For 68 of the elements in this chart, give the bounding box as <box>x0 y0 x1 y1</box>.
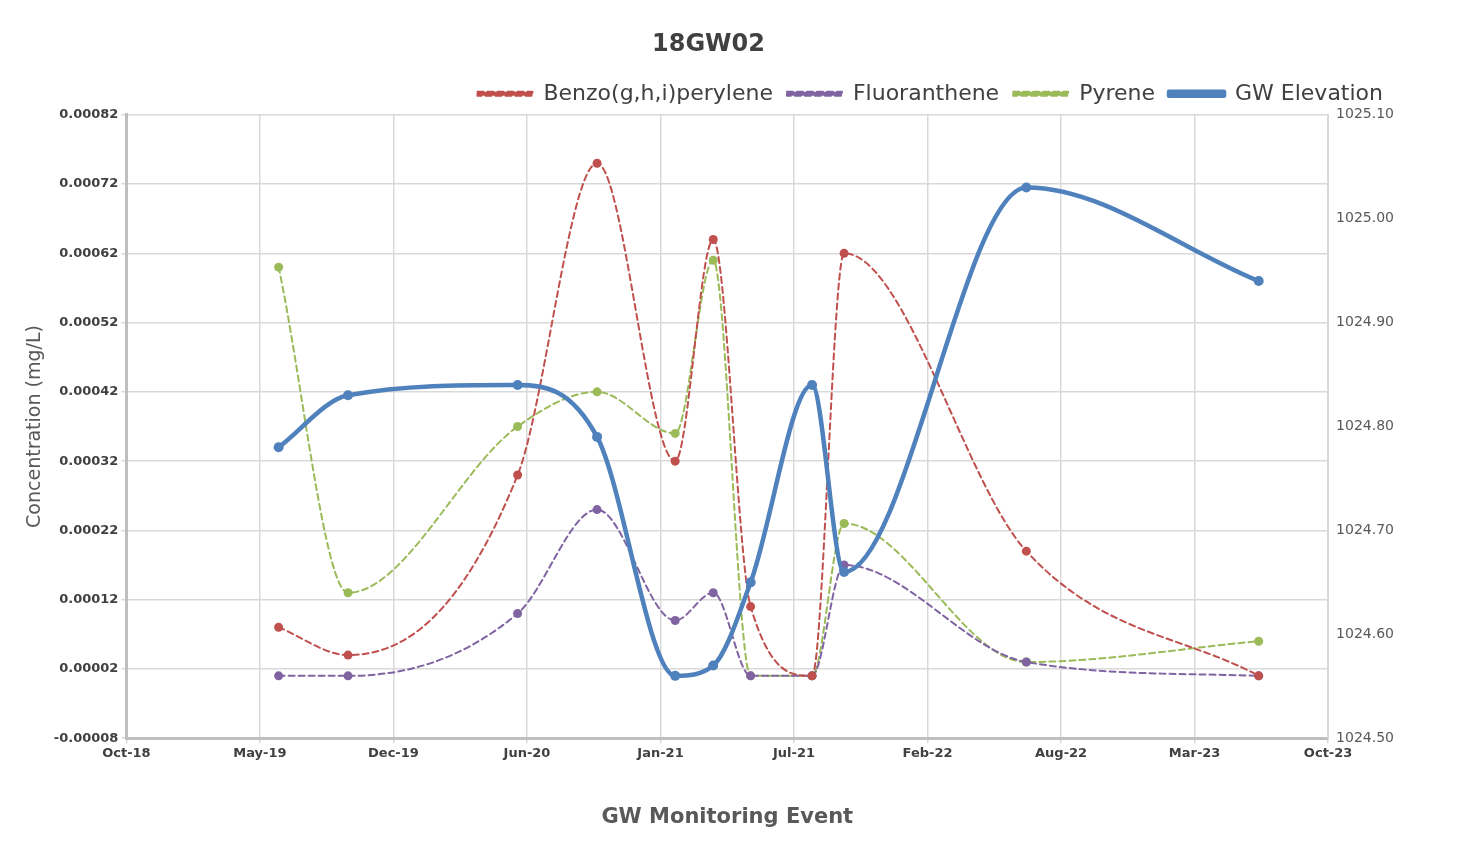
legend-label: Pyrene <box>1079 79 1156 105</box>
x-tick-label: Oct-18 <box>102 745 151 761</box>
x-tick-label: Aug-22 <box>1035 745 1088 761</box>
point <box>1021 546 1031 556</box>
y2-tick-label: 1024.60 <box>1336 624 1395 641</box>
x-tick-label: Oct-23 <box>1303 745 1353 761</box>
x-tick-label: Mar-23 <box>1168 745 1221 761</box>
y-axis-title: Concentration (mg/L) <box>22 325 45 528</box>
x-tick-label: Dec-19 <box>368 745 419 761</box>
point <box>745 577 756 588</box>
x-axis-title: GW Monitoring Event <box>601 803 854 828</box>
point <box>343 671 353 681</box>
point <box>274 262 284 272</box>
point <box>274 671 284 681</box>
y2-tick-label: 1025.00 <box>1336 209 1395 226</box>
point <box>343 650 353 660</box>
y-tick-label: 0.00052 <box>59 313 119 329</box>
y-tick-label: -0.00008 <box>53 729 119 745</box>
point <box>807 379 818 390</box>
point <box>670 456 680 466</box>
y-tick-label: 0.00082 <box>59 106 119 122</box>
y2-tick-label: 1024.70 <box>1336 521 1395 538</box>
legend-label: Benzo(g,h,i)perylene <box>543 79 773 105</box>
point <box>708 255 718 265</box>
point <box>1253 276 1264 287</box>
point <box>592 505 602 515</box>
point <box>670 428 680 438</box>
point <box>708 234 718 244</box>
x-tick-label: Jun-20 <box>502 745 551 761</box>
point <box>592 431 603 442</box>
legend-label: Fluoranthene <box>852 79 1000 105</box>
y-tick-label: 0.00042 <box>59 383 119 399</box>
point <box>513 422 523 431</box>
legend-label: GW Elevation <box>1235 79 1383 105</box>
point <box>273 442 284 453</box>
point <box>592 387 602 397</box>
y2-tick-label: 1024.80 <box>1336 417 1395 434</box>
chart-title: 18GW02 <box>652 28 765 57</box>
y2-tick-label: 1025.10 <box>1336 105 1395 122</box>
point <box>1254 636 1264 646</box>
point <box>670 615 680 625</box>
y-tick-label: 0.00022 <box>59 521 119 537</box>
y2-tick-label: 1024.50 <box>1336 728 1395 745</box>
point <box>708 660 719 671</box>
point <box>343 588 353 598</box>
point <box>1021 182 1032 193</box>
point <box>839 248 849 258</box>
point <box>512 379 523 390</box>
x-tick-label: May-19 <box>233 745 287 761</box>
x-tick-label: Feb-22 <box>902 745 953 761</box>
y-tick-label: 0.00062 <box>59 244 119 260</box>
point <box>513 470 523 480</box>
y-tick-label: 0.00002 <box>59 660 119 676</box>
y2-tick-label: 1024.90 <box>1336 313 1395 330</box>
point <box>513 609 523 619</box>
y-tick-label: 0.00032 <box>59 452 119 468</box>
y-tick-label: 0.00072 <box>59 175 119 191</box>
point <box>670 670 681 681</box>
x-tick-label: Jul-21 <box>771 745 816 761</box>
point <box>839 518 849 528</box>
point <box>708 588 718 598</box>
x-tick-label: Jan-21 <box>636 745 684 761</box>
point <box>343 390 354 401</box>
point <box>746 602 756 612</box>
y-tick-label: 0.00012 <box>59 591 119 607</box>
point <box>839 566 850 577</box>
point <box>592 158 602 168</box>
point <box>274 622 284 632</box>
